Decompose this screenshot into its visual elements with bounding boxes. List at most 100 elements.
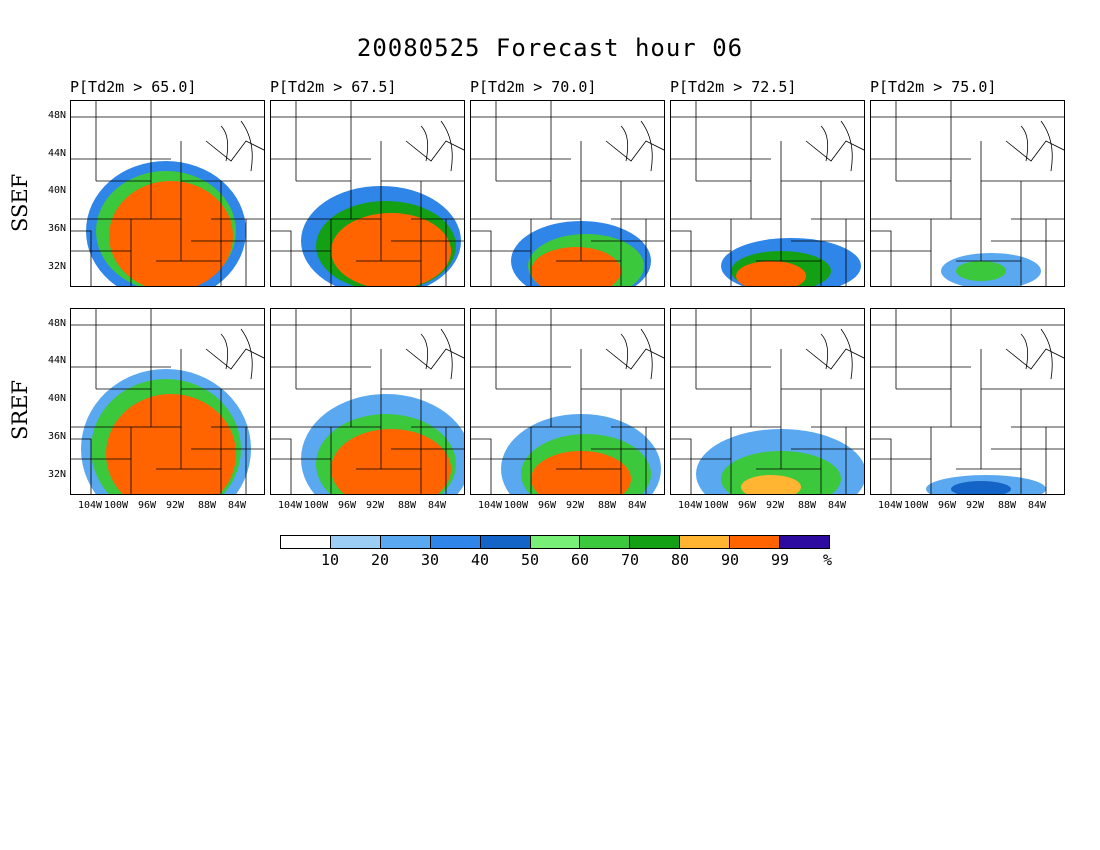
state-border — [871, 230, 892, 286]
column-title: P[Td2m > 72.5] — [670, 78, 797, 96]
lon-label: 88W — [398, 500, 417, 511]
state-border — [640, 328, 653, 380]
probability-shading — [736, 261, 806, 286]
map-svg — [871, 101, 1064, 286]
lat-label: 40N — [47, 185, 66, 196]
state-border — [620, 125, 629, 162]
lon-label: 104W — [878, 500, 903, 511]
state-border — [840, 328, 853, 380]
probability-shading — [951, 481, 1011, 494]
lon-label: 84W — [1028, 500, 1047, 511]
colorbar-label: 70 — [621, 551, 640, 569]
state-border — [805, 348, 864, 370]
state-border — [205, 140, 264, 162]
lon-label: 96W — [738, 500, 757, 511]
lon-label: 92W — [766, 500, 785, 511]
lon-label: 104W — [78, 500, 103, 511]
lat-label: 32N — [47, 261, 66, 272]
state-border — [405, 348, 464, 370]
map-panel-sref-70 — [470, 308, 665, 495]
state-border — [71, 438, 92, 494]
lat-label: 48N — [47, 318, 66, 329]
state-border — [640, 120, 653, 172]
colorbar-swatch — [380, 536, 431, 548]
state-border — [205, 348, 264, 370]
map-svg — [271, 309, 464, 494]
lon-label: 84W — [428, 500, 447, 511]
colorbar-label: 50 — [521, 551, 540, 569]
lat-label: 36N — [47, 431, 66, 442]
colorbar-swatch — [730, 536, 781, 548]
colorbar-label: 20 — [371, 551, 390, 569]
lon-label: 84W — [828, 500, 847, 511]
state-border — [1020, 333, 1029, 370]
colorbar-swatch — [330, 536, 381, 548]
lon-label: 88W — [798, 500, 817, 511]
state-border — [1005, 140, 1064, 162]
lon-label: 92W — [966, 500, 985, 511]
colorbar-label: 10 — [321, 551, 340, 569]
probability-shading — [956, 261, 1006, 281]
state-border — [820, 333, 829, 370]
state-border — [271, 230, 292, 286]
state-border — [471, 438, 492, 494]
state-border — [671, 230, 692, 286]
colorbar-swatch — [430, 536, 481, 548]
map-panel-sref-75 — [870, 308, 1065, 495]
lat-label: 36N — [47, 223, 66, 234]
map-svg — [871, 309, 1064, 494]
map-svg — [671, 309, 864, 494]
map-panel-ssef-75 — [870, 100, 1065, 287]
map-svg — [71, 309, 264, 494]
colorbar-label: 90 — [721, 551, 740, 569]
row-label: SSEF — [8, 173, 32, 232]
state-border — [605, 348, 664, 370]
map-svg — [471, 101, 664, 286]
state-border — [871, 438, 892, 494]
column-title: P[Td2m > 65.0] — [70, 78, 197, 96]
lon-label: 100W — [304, 500, 329, 511]
lon-label: 100W — [904, 500, 929, 511]
lon-label: 96W — [938, 500, 957, 511]
lon-label: 92W — [566, 500, 585, 511]
lon-label: 88W — [198, 500, 217, 511]
lon-label: 104W — [678, 500, 703, 511]
state-border — [440, 120, 453, 172]
state-border — [1040, 328, 1053, 380]
lon-label: 104W — [478, 500, 503, 511]
state-border — [220, 125, 229, 162]
state-border — [805, 140, 864, 162]
colorbar-swatch — [580, 536, 631, 548]
state-border — [605, 140, 664, 162]
column-title: P[Td2m > 67.5] — [270, 78, 397, 96]
state-border — [71, 230, 92, 286]
lon-label: 88W — [998, 500, 1017, 511]
state-border — [220, 333, 229, 370]
lon-label: 96W — [138, 500, 157, 511]
map-panel-sref-65 — [70, 308, 265, 495]
colorbar-swatch — [480, 536, 531, 548]
state-border — [471, 230, 492, 286]
lat-label: 48N — [47, 110, 66, 121]
lon-label: 100W — [704, 500, 729, 511]
map-panel-ssef-70 — [470, 100, 665, 287]
state-border — [820, 125, 829, 162]
state-border — [671, 438, 692, 494]
colorbar-swatch — [780, 536, 829, 548]
map-panel-ssef-67-5 — [270, 100, 465, 287]
colorbar-label: 40 — [471, 551, 490, 569]
state-border — [620, 333, 629, 370]
colorbar-label: 60 — [571, 551, 590, 569]
map-panel-sref-72-5 — [670, 308, 865, 495]
state-border — [440, 328, 453, 380]
colorbar-swatch — [530, 536, 581, 548]
colorbar-label: 99 — [771, 551, 790, 569]
lon-label: 84W — [628, 500, 647, 511]
column-title: P[Td2m > 70.0] — [470, 78, 597, 96]
lat-label: 32N — [47, 469, 66, 480]
colorbar-swatch — [680, 536, 731, 548]
colorbar-label: 30 — [421, 551, 440, 569]
lat-label: 44N — [47, 355, 66, 366]
colorbar-label: 80 — [671, 551, 690, 569]
colorbar-swatch — [281, 536, 331, 548]
